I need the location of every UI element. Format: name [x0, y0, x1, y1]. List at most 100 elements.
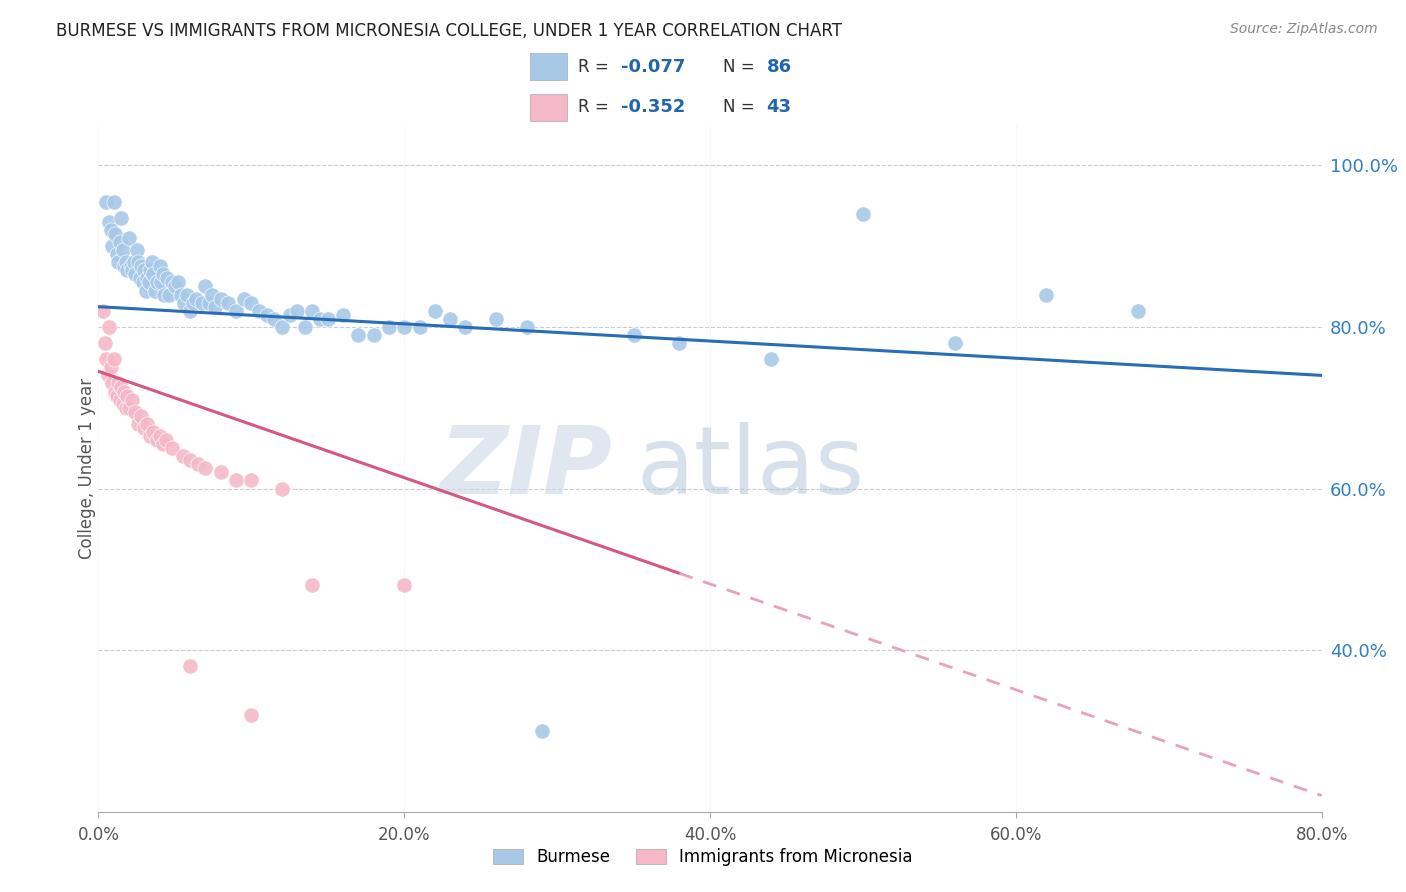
- Point: [134, 421, 156, 435]
- Point: [136, 271, 159, 285]
- Point: [104, 384, 127, 399]
- Point: [107, 376, 129, 391]
- Point: [129, 409, 152, 423]
- Point: [91, 303, 114, 318]
- Point: [423, 303, 446, 318]
- Text: -0.077: -0.077: [621, 58, 686, 76]
- Point: [240, 295, 263, 310]
- Point: [103, 194, 125, 209]
- Point: [117, 388, 139, 402]
- Point: [136, 417, 159, 431]
- Text: N =: N =: [723, 58, 759, 76]
- Point: [139, 263, 162, 277]
- Point: [149, 429, 172, 443]
- Text: 43: 43: [766, 98, 792, 116]
- Point: [128, 271, 150, 285]
- Point: [157, 287, 180, 301]
- Point: [200, 287, 222, 301]
- Point: [127, 417, 149, 431]
- Point: [100, 223, 122, 237]
- Text: Source: ZipAtlas.com: Source: ZipAtlas.com: [1230, 22, 1378, 37]
- Point: [163, 279, 186, 293]
- Point: [139, 429, 162, 443]
- Point: [263, 311, 285, 326]
- Point: [125, 243, 148, 257]
- Point: [247, 303, 270, 318]
- Point: [134, 263, 156, 277]
- Point: [160, 276, 183, 290]
- Point: [347, 328, 370, 343]
- Point: [270, 482, 292, 496]
- Point: [392, 578, 416, 592]
- Point: [363, 328, 385, 343]
- Point: [160, 441, 183, 455]
- Point: [194, 279, 217, 293]
- Point: [145, 276, 167, 290]
- Point: [179, 303, 201, 318]
- Point: [332, 308, 354, 322]
- Point: [117, 263, 139, 277]
- Point: [94, 352, 117, 367]
- Text: R =: R =: [578, 58, 613, 76]
- Point: [150, 276, 173, 290]
- Point: [152, 268, 174, 282]
- Y-axis label: College, Under 1 year: College, Under 1 year: [79, 377, 96, 559]
- Point: [278, 308, 301, 322]
- Point: [217, 295, 239, 310]
- Point: [173, 295, 195, 310]
- Point: [124, 405, 146, 419]
- Point: [104, 227, 127, 241]
- Point: [191, 295, 214, 310]
- Point: [122, 255, 145, 269]
- Point: [240, 707, 263, 722]
- Point: [115, 401, 138, 415]
- Point: [392, 319, 416, 334]
- FancyBboxPatch shape: [530, 94, 568, 120]
- Point: [187, 457, 209, 471]
- Point: [439, 311, 461, 326]
- Point: [129, 260, 152, 274]
- Point: [132, 276, 155, 290]
- Point: [852, 207, 875, 221]
- Point: [115, 255, 138, 269]
- Point: [100, 360, 122, 375]
- Point: [181, 295, 204, 310]
- Point: [142, 425, 165, 439]
- Point: [155, 433, 177, 447]
- Point: [759, 352, 782, 367]
- Point: [197, 295, 219, 310]
- Point: [94, 194, 117, 209]
- Text: N =: N =: [723, 98, 759, 116]
- Point: [135, 284, 157, 298]
- Point: [97, 368, 120, 383]
- Point: [516, 319, 538, 334]
- Point: [943, 336, 966, 351]
- Text: atlas: atlas: [637, 422, 865, 515]
- Point: [232, 292, 254, 306]
- Point: [204, 300, 226, 314]
- Point: [170, 287, 193, 301]
- Point: [112, 384, 135, 399]
- Legend: Burmese, Immigrants from Micronesia: Burmese, Immigrants from Micronesia: [485, 840, 921, 875]
- Point: [225, 474, 247, 488]
- Text: ZIP: ZIP: [439, 422, 612, 515]
- Point: [127, 255, 149, 269]
- Point: [141, 255, 163, 269]
- Point: [143, 284, 166, 298]
- Point: [270, 319, 292, 334]
- Point: [152, 437, 174, 451]
- Point: [120, 260, 142, 274]
- Point: [301, 578, 323, 592]
- Point: [103, 352, 125, 367]
- Point: [209, 466, 232, 480]
- Text: -0.352: -0.352: [621, 98, 686, 116]
- Point: [316, 311, 339, 326]
- Point: [408, 319, 430, 334]
- Point: [301, 303, 323, 318]
- Point: [156, 271, 179, 285]
- Point: [186, 292, 208, 306]
- Point: [145, 433, 167, 447]
- Point: [285, 303, 308, 318]
- Point: [485, 311, 508, 326]
- Point: [108, 235, 131, 249]
